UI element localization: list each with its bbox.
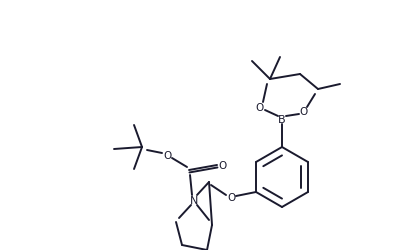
- Text: N: N: [189, 195, 198, 205]
- Text: O: O: [255, 102, 263, 113]
- Text: O: O: [299, 106, 307, 117]
- Text: B: B: [277, 114, 285, 124]
- Text: O: O: [226, 192, 235, 202]
- Text: O: O: [217, 160, 226, 170]
- Text: O: O: [162, 150, 171, 160]
